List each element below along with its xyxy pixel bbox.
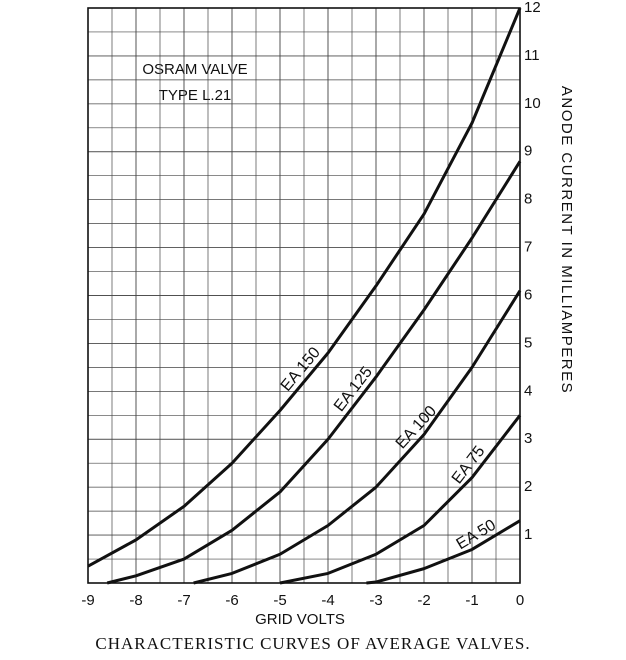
y-tick-label: 5 xyxy=(524,334,532,351)
x-tick-label: -7 xyxy=(177,592,190,609)
y-tick-label: 8 xyxy=(524,191,532,208)
x-tick-label: -4 xyxy=(321,592,334,609)
x-tick-label: -1 xyxy=(465,592,478,609)
y-tick-label: 10 xyxy=(524,95,541,112)
caption: CHARACTERISTIC CURVES OF AVERAGE VALVES. xyxy=(95,634,530,653)
x-tick-label: -8 xyxy=(129,592,142,609)
x-tick-label: -2 xyxy=(417,592,430,609)
curve xyxy=(279,414,522,585)
y-tick-label: 6 xyxy=(524,286,532,303)
x-tick-label: -9 xyxy=(81,592,94,609)
x-tick-label: -3 xyxy=(369,592,382,609)
x-axis-label: GRID VOLTS xyxy=(255,611,345,628)
x-tick-label: 0 xyxy=(516,592,524,609)
curve xyxy=(193,289,522,585)
annotation: OSRAM VALVE xyxy=(142,61,247,78)
curve xyxy=(106,160,522,585)
x-tick-label: -5 xyxy=(273,592,286,609)
y-axis-label: ANODE CURRENT IN MILLIAMPERES xyxy=(558,86,575,394)
y-tick-label: 2 xyxy=(524,478,532,495)
x-tick-label: -6 xyxy=(225,592,238,609)
y-tick-label: 4 xyxy=(524,382,532,399)
y-tick-label: 11 xyxy=(524,47,540,64)
curve xyxy=(366,519,521,585)
y-tick-label: 7 xyxy=(524,239,532,256)
curve xyxy=(87,7,522,568)
y-tick-label: 9 xyxy=(524,143,532,160)
y-tick-label: 3 xyxy=(524,430,532,447)
y-tick-label: 1 xyxy=(524,526,532,543)
plot-frame xyxy=(87,7,521,584)
y-tick-label: 12 xyxy=(524,0,541,16)
annotation: TYPE L.21 xyxy=(159,87,232,104)
